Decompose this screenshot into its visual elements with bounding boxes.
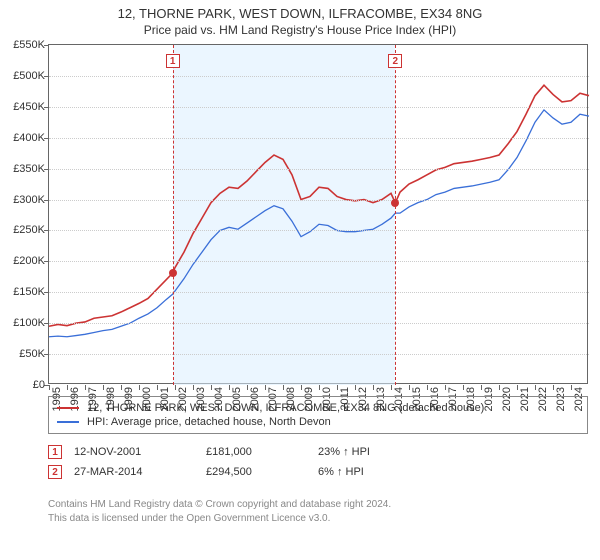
legend-swatch [57,407,79,409]
y-axis-label: £0 [5,379,45,391]
sale-number-box: 1 [48,445,62,459]
sale-vline [395,45,396,385]
footnote-line2: This data is licensed under the Open Gov… [48,512,588,526]
series-property [49,85,589,326]
title-main: 12, THORNE PARK, WEST DOWN, ILFRACOMBE, … [0,6,600,21]
y-axis-label: £450K [5,101,45,113]
legend-label: 12, THORNE PARK, WEST DOWN, ILFRACOMBE, … [87,402,484,414]
sale-dot [391,199,399,207]
y-axis-label: £50K [5,348,45,360]
sale-dot [169,269,177,277]
legend-row: 12, THORNE PARK, WEST DOWN, ILFRACOMBE, … [57,401,579,415]
legend: 12, THORNE PARK, WEST DOWN, ILFRACOMBE, … [48,396,588,434]
sale-number-box: 2 [48,465,62,479]
footnote-line1: Contains HM Land Registry data © Crown c… [48,498,588,512]
sale-vline [173,45,174,385]
y-axis-label: £300K [5,194,45,206]
legend-label: HPI: Average price, detached house, Nort… [87,416,331,428]
sale-price: £294,500 [206,466,306,478]
sale-pct: 6% ↑ HPI [318,466,458,478]
sale-date: 12-NOV-2001 [74,446,194,458]
chart-area: £0£50K£100K£150K£200K£250K£300K£350K£400… [48,44,588,384]
y-axis-label: £400K [5,132,45,144]
y-axis-label: £250K [5,224,45,236]
sale-price: £181,000 [206,446,306,458]
title-sub: Price paid vs. HM Land Registry's House … [0,23,600,37]
sales-table: 1 12-NOV-2001 £181,000 23% ↑ HPI 2 27-MAR-201… [48,442,588,482]
legend-row: HPI: Average price, detached house, Nort… [57,415,579,429]
sale-row: 1 12-NOV-2001 £181,000 23% ↑ HPI [48,442,588,462]
sale-row: 2 27-MAR-2014 £294,500 6% ↑ HPI [48,462,588,482]
sale-marker: 2 [388,54,402,68]
y-axis-label: £100K [5,317,45,329]
sale-marker: 1 [166,54,180,68]
y-axis-label: £350K [5,163,45,175]
legend-swatch [57,421,79,423]
chart-lines [49,45,589,385]
y-axis-label: £550K [5,39,45,51]
sale-pct: 23% ↑ HPI [318,446,458,458]
y-axis-label: £500K [5,70,45,82]
plot: £0£50K£100K£150K£200K£250K£300K£350K£400… [48,44,588,384]
y-axis-label: £200K [5,255,45,267]
sale-date: 27-MAR-2014 [74,466,194,478]
y-axis-label: £150K [5,286,45,298]
footnote: Contains HM Land Registry data © Crown c… [48,498,588,525]
